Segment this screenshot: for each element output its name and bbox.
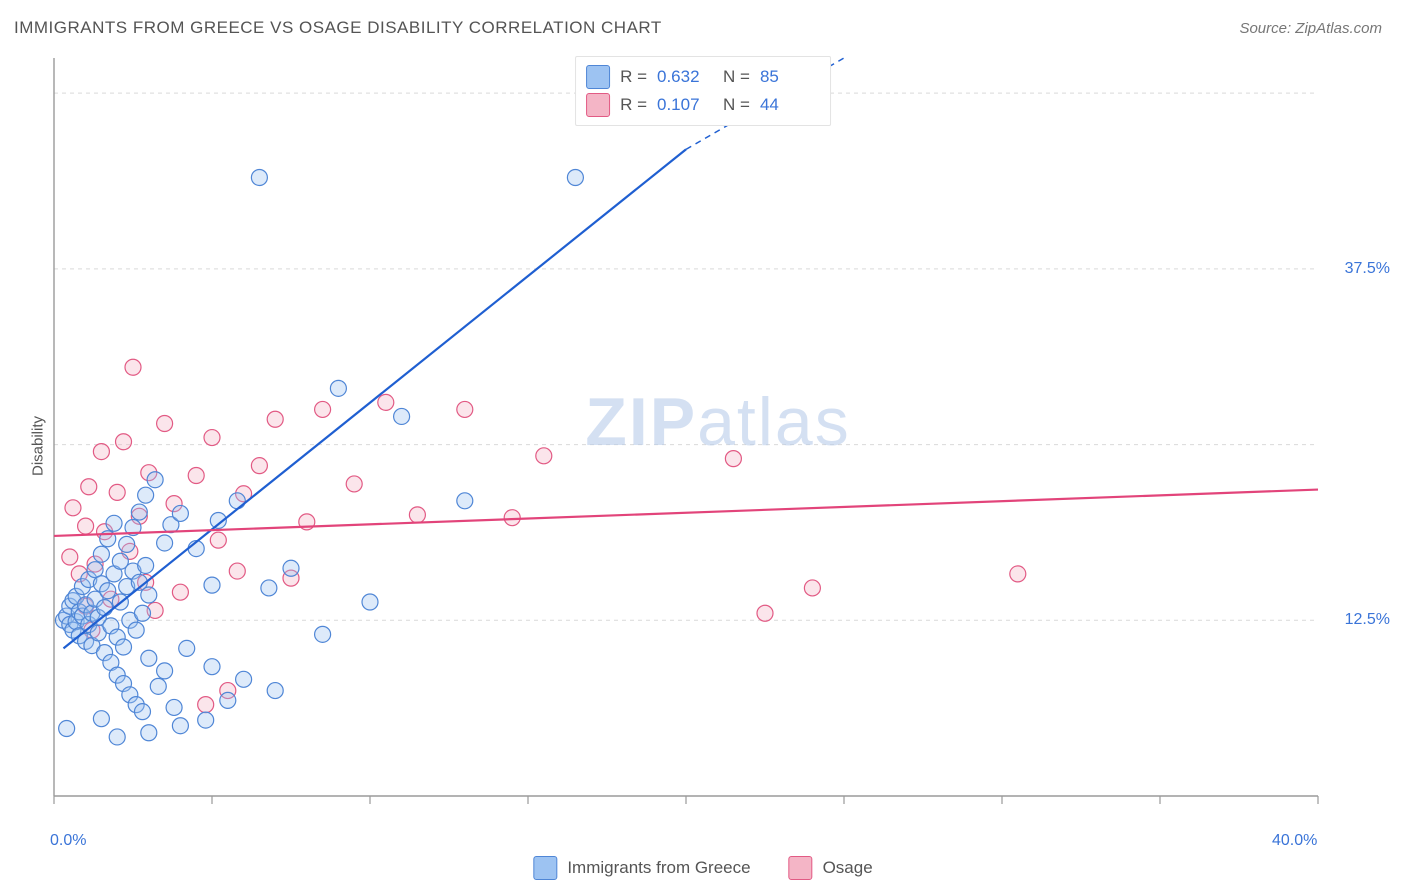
r-label: R = bbox=[620, 91, 647, 119]
swatch-osage-icon bbox=[789, 856, 813, 880]
stats-row-osage: R = 0.107 N = 44 bbox=[586, 91, 816, 119]
source-label: Source: ZipAtlas.com bbox=[1239, 20, 1382, 37]
n-label: N = bbox=[723, 63, 750, 91]
legend-item-osage: Osage bbox=[789, 856, 873, 880]
series-legend: Immigrants from Greece Osage bbox=[533, 856, 872, 880]
legend-item-greece: Immigrants from Greece bbox=[533, 856, 750, 880]
stats-legend: R = 0.632 N = 85 R = 0.107 N = 44 bbox=[575, 56, 831, 126]
swatch-osage-icon bbox=[586, 93, 610, 117]
n-label: N = bbox=[723, 91, 750, 119]
stats-row-greece: R = 0.632 N = 85 bbox=[586, 63, 816, 91]
scatter-chart-svg bbox=[48, 52, 1388, 822]
swatch-greece-icon bbox=[533, 856, 557, 880]
x-tick-label: 0.0% bbox=[50, 832, 86, 850]
y-axis-label: Disability bbox=[30, 416, 47, 476]
y-tick-label: 12.5% bbox=[1345, 611, 1390, 629]
y-tick-label: 37.5% bbox=[1345, 260, 1390, 278]
swatch-greece-icon bbox=[586, 65, 610, 89]
legend-label: Immigrants from Greece bbox=[567, 858, 750, 878]
r-value: 0.632 bbox=[657, 63, 713, 91]
chart-title: IMMIGRANTS FROM GREECE VS OSAGE DISABILI… bbox=[14, 18, 662, 38]
chart-area: ZIPatlas 12.5%37.5%0.0%40.0% bbox=[48, 52, 1388, 822]
r-value: 0.107 bbox=[657, 91, 713, 119]
n-value: 85 bbox=[760, 63, 816, 91]
r-label: R = bbox=[620, 63, 647, 91]
n-value: 44 bbox=[760, 91, 816, 119]
x-tick-label: 40.0% bbox=[1272, 832, 1317, 850]
legend-label: Osage bbox=[823, 858, 873, 878]
